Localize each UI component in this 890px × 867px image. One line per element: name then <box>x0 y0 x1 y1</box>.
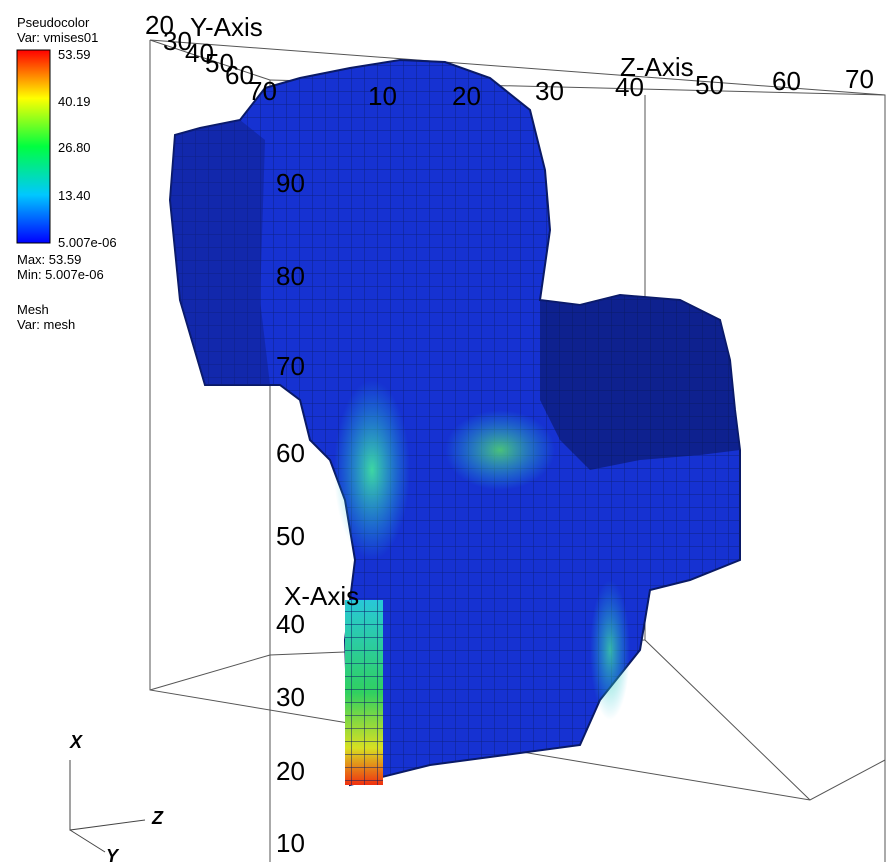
triad-x-label: X <box>69 732 83 752</box>
legend-var-label: Var: vmises01 <box>17 30 99 45</box>
z-axis-tick-10: 10 <box>368 81 397 111</box>
legend-tick-3: 26.80 <box>58 140 91 155</box>
y-axis-tick-70: 70 <box>248 76 277 106</box>
mesh-body[interactable] <box>168 58 741 787</box>
x-axis-ticks: 10 20 30 40 50 60 70 80 90 <box>276 168 305 858</box>
z-axis-tick-50: 50 <box>695 70 724 100</box>
x-axis-tick-10: 10 <box>276 828 305 858</box>
z-axis-tick-30: 30 <box>535 76 564 106</box>
x-axis-tick-50: 50 <box>276 521 305 551</box>
x-axis-tick-70: 70 <box>276 351 305 381</box>
orientation-triad <box>69 760 146 853</box>
y-axis-tick-40: 40 <box>185 38 214 68</box>
stress-region-left <box>334 380 410 560</box>
y-axis-tick-60: 60 <box>225 60 254 90</box>
legend-tick-2: 40.19 <box>58 94 91 109</box>
z-axis-tick-70: 70 <box>845 64 874 94</box>
stress-region-right <box>445 410 555 490</box>
legend-min: Min: 5.007e-06 <box>17 267 104 282</box>
legend-plot-name: Pseudocolor <box>17 15 90 30</box>
z-axis-tick-20: 20 <box>452 81 481 111</box>
y-axis-tick-30: 30 <box>163 26 192 56</box>
z-axis-title: Z-Axis <box>620 52 694 82</box>
z-axis-tick-60: 60 <box>772 66 801 96</box>
y-axis-title: Y-Axis <box>190 12 263 42</box>
legend-mesh-var: Var: mesh <box>17 317 76 332</box>
legend-tick-min: 5.007e-06 <box>58 235 117 250</box>
legend-mesh-name: Mesh <box>17 302 49 317</box>
z-axis-tick-40: 40 <box>615 72 644 102</box>
stress-region-lower <box>590 580 630 720</box>
triad-y-label: Y <box>106 846 120 862</box>
z-axis-ticks: 10 20 30 40 50 60 70 <box>368 64 874 111</box>
x-axis-tick-80: 80 <box>276 261 305 291</box>
legend-color-bar <box>16 49 51 244</box>
x-axis-title: X-Axis <box>284 581 359 611</box>
y-axis-tick-20: 20 <box>145 10 174 40</box>
triad-z-label: Z <box>151 808 164 828</box>
legend-tick-4: 13.40 <box>58 188 91 203</box>
x-axis-tick-30: 30 <box>276 682 305 712</box>
x-axis-tick-60: 60 <box>276 438 305 468</box>
mesh-left-lobe <box>170 120 270 385</box>
x-axis-tick-20: 20 <box>276 756 305 786</box>
y-axis-tick-50: 50 <box>205 48 234 78</box>
x-axis-tick-90: 90 <box>276 168 305 198</box>
x-axis-tick-40: 40 <box>276 609 305 639</box>
legend-max: Max: 53.59 <box>17 252 82 267</box>
legend-tick-max: 53.59 <box>58 47 91 62</box>
